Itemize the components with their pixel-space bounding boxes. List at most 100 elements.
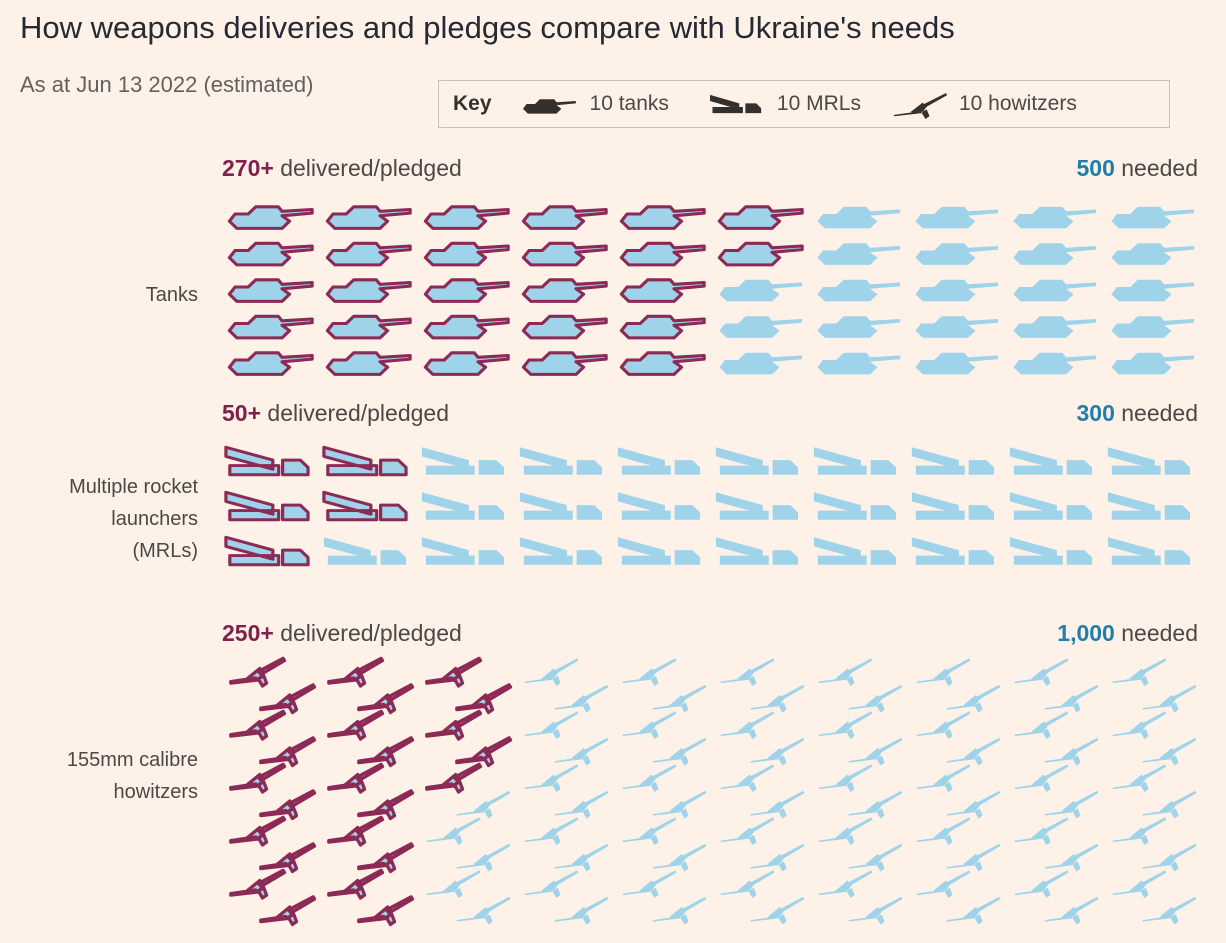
howitzers-needed-text: needed [1121, 620, 1198, 646]
legend-label-howitzers: 10 howitzers [958, 92, 1077, 115]
mrls-needed-icon-18 [813, 447, 897, 475]
mrls-needed-icon-25 [1009, 492, 1093, 520]
howitzers-delivered-icon-7 [259, 842, 317, 874]
mrls-delivered-icon-0 [224, 445, 310, 477]
howitzers-delivered-icon-16 [327, 815, 385, 847]
mrls-needed-label: 300 needed [1076, 400, 1198, 427]
tanks-needed-icon-36 [915, 243, 999, 265]
howitzers-delivered-icon-12 [327, 709, 385, 741]
howitzers-needed-icon-44 [622, 764, 677, 792]
howitzers-needed-icon-77 [946, 843, 1001, 872]
mrls-needed-icon-21 [911, 447, 995, 475]
howitzers-needed-icon-49 [652, 896, 707, 925]
tanks-delivered-icon-23 [619, 314, 706, 340]
tanks-delivered-icon-19 [521, 351, 608, 376]
howitzers-needed-icon-95 [1142, 790, 1197, 819]
howitzers-needed-icon-57 [750, 843, 805, 872]
howitzers-needed-icon-75 [946, 790, 1001, 819]
howitzers-needed-icon-54 [720, 764, 775, 792]
howitzers-needed-icon-45 [652, 790, 707, 819]
howitzers-delivered-icon-4 [229, 762, 287, 794]
howitzers-header: 250+ delivered/pledged 1,000 needed [222, 620, 1198, 647]
tanks-delivered-icon-22 [619, 278, 706, 303]
tanks-delivered-icon-11 [423, 241, 510, 267]
howitzers-delivered-icon-1 [259, 683, 317, 715]
howitzers-needed-icon-41 [652, 684, 707, 713]
howitzers-needed-icon-70 [916, 658, 971, 686]
howitzers-needed-icon-51 [750, 684, 805, 713]
tanks-delivered-icon-4 [227, 351, 314, 376]
tanks-delivered-icon-7 [325, 278, 412, 303]
tanks-needed-icon-33 [817, 316, 901, 338]
howitzers-needed-icon-40 [622, 658, 677, 686]
howitzers-needed-icon-39 [554, 896, 609, 925]
mrls-header: 50+ delivered/pledged 300 needed [222, 400, 1198, 427]
tanks-delivered-icon-18 [521, 314, 608, 340]
mrls-needed-icon-26 [1009, 537, 1093, 565]
howitzers-needed-icon-85 [1044, 790, 1099, 819]
howitzers-needed-icon-47 [652, 843, 707, 872]
tanks-needed-icon-42 [1013, 279, 1097, 302]
howitzers-needed-icon-29 [456, 896, 511, 925]
legend-label-tanks: 10 tanks [589, 92, 669, 115]
howitzers-needed-icon-82 [1014, 711, 1069, 739]
legend-item-howitzers: 10 howitzers [891, 89, 1077, 119]
howitzers-delivered-icon-24 [425, 762, 483, 794]
howitzers-needed-icon-31 [554, 684, 609, 713]
tanks-delivered-icon-2 [227, 278, 314, 303]
mrls-needed-icon-14 [617, 537, 701, 565]
tanks-delivered-icon-16 [521, 241, 608, 267]
howitzers-needed-icon-66 [818, 817, 873, 845]
howitzers-needed-icon-73 [946, 737, 1001, 766]
tanks-delivered-icon-6 [325, 241, 412, 267]
tanks-row-label: Tanks [146, 279, 198, 311]
howitzers-delivered-icon-18 [327, 868, 385, 900]
howitzers-needed-icon-26 [426, 817, 481, 845]
tanks-needed-icon-49 [1111, 352, 1195, 375]
legend-label-mrls: 10 MRLs [776, 92, 861, 115]
howitzers-needed-icon-80 [1014, 658, 1069, 686]
mrls-needed-icon-27 [1107, 447, 1191, 475]
tanks-delivered-icon-17 [521, 278, 608, 303]
howitzers-needed-value: 1,000 [1057, 620, 1115, 646]
tanks-delivered-icon-13 [423, 314, 510, 340]
howitzers-delivered-text: delivered/pledged [280, 620, 462, 646]
howitzers-needed-icon-60 [818, 658, 873, 686]
legend-key: Key 10 tanks 10 MRLs 10 howitzers [438, 80, 1170, 128]
howitzers-row-label-line-1: 155mm calibre [66, 749, 198, 771]
tanks-needed-icon-35 [915, 206, 999, 229]
howitzers-needed-icon-71 [946, 684, 1001, 713]
tanks-needed-icon-28 [719, 316, 803, 338]
howitzers-needed-icon-56 [720, 817, 775, 845]
howitzers-needed-icon-76 [916, 817, 971, 845]
howitzers-needed-icon-27 [456, 843, 511, 872]
howitzers-needed-icon-53 [750, 737, 805, 766]
tanks-delivered-icon-24 [619, 351, 706, 376]
howitzers-needed-icon-89 [1044, 896, 1099, 925]
howitzers-needed-icon-33 [554, 737, 609, 766]
mrls-delivered-text: delivered/pledged [267, 400, 449, 426]
howitzers-needed-icon-50 [720, 658, 775, 686]
tanks-needed-icon-45 [1111, 206, 1195, 229]
mrls-delivered-label: 50+ delivered/pledged [222, 400, 449, 427]
tanks-needed-icon-27 [719, 279, 803, 302]
tanks-needed-icon-38 [915, 316, 999, 338]
howitzers-delivered-label: 250+ delivered/pledged [222, 620, 462, 647]
mrls-needed-icon-29 [1107, 537, 1191, 565]
tanks-delivered-icon-25 [717, 205, 804, 230]
howitzers-needed-label: 1,000 needed [1057, 620, 1198, 647]
mrls-needed-icon-16 [715, 492, 799, 520]
howitzers-delivered-icon-19 [357, 895, 415, 927]
howitzers-needed-icon-91 [1142, 684, 1197, 713]
mrls-needed-icon-6 [421, 447, 505, 475]
mrls-delivered-icon-3 [322, 445, 408, 477]
howitzers-needed-icon-48 [622, 870, 677, 898]
howitzers-delivered-icon-2 [229, 709, 287, 741]
mrls-needed-icon-8 [421, 537, 505, 565]
tanks-needed-label: 500 needed [1076, 155, 1198, 182]
howitzers-needed-icon-79 [946, 896, 1001, 925]
howitzers-delivered-icon-13 [357, 736, 415, 768]
howitzers-delivered-icon-8 [229, 868, 287, 900]
howitzers-needed-icon-43 [652, 737, 707, 766]
